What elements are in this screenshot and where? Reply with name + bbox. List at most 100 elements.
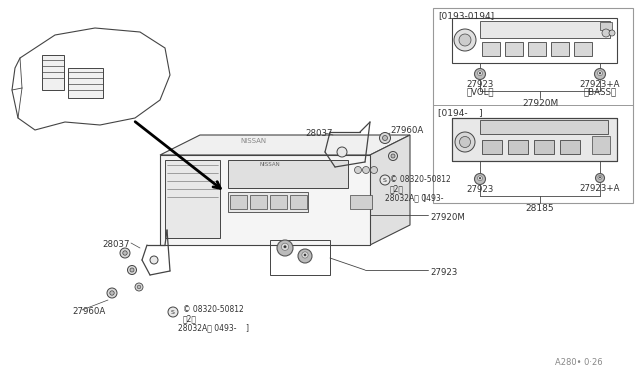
Bar	[534, 140, 554, 154]
Bar	[160, 155, 370, 245]
Circle shape	[383, 135, 387, 141]
Text: 27923+A: 27923+A	[580, 184, 620, 193]
Bar	[505, 42, 523, 56]
Circle shape	[477, 176, 483, 181]
Bar	[528, 42, 546, 56]
Bar	[350, 195, 372, 209]
Text: NISSAN: NISSAN	[240, 138, 266, 144]
Bar	[574, 42, 592, 56]
Bar	[228, 160, 348, 188]
Circle shape	[355, 167, 362, 173]
Circle shape	[371, 167, 378, 173]
Circle shape	[479, 72, 481, 74]
Circle shape	[337, 147, 347, 157]
Text: © 08320-50812: © 08320-50812	[390, 175, 451, 184]
Circle shape	[599, 177, 601, 178]
Text: A280• 0·26: A280• 0·26	[555, 358, 603, 367]
Circle shape	[150, 256, 158, 264]
Bar	[482, 42, 500, 56]
Circle shape	[380, 132, 390, 144]
Bar	[482, 140, 502, 154]
Circle shape	[282, 243, 289, 250]
Circle shape	[110, 291, 114, 295]
Text: 28185: 28185	[525, 204, 554, 213]
Text: 27960A: 27960A	[390, 126, 423, 135]
Circle shape	[602, 29, 610, 37]
Bar	[480, 21, 610, 38]
Text: 27960A: 27960A	[72, 307, 105, 316]
Circle shape	[135, 283, 143, 291]
Bar	[270, 195, 287, 209]
Circle shape	[127, 266, 136, 275]
Bar	[433, 8, 633, 203]
Text: （2）: （2）	[183, 314, 197, 323]
Text: 27923+A: 27923+A	[580, 80, 620, 89]
Circle shape	[137, 285, 141, 289]
Bar	[290, 195, 307, 209]
Text: S: S	[383, 177, 387, 183]
Circle shape	[120, 248, 130, 258]
Bar	[452, 118, 617, 161]
Circle shape	[130, 268, 134, 272]
Text: 27923: 27923	[467, 80, 493, 89]
Text: （2）: （2）	[390, 184, 404, 193]
Circle shape	[391, 154, 395, 158]
Bar	[592, 136, 610, 154]
Text: S: S	[171, 310, 175, 314]
Text: 27923: 27923	[430, 268, 458, 277]
Text: （VOL）: （VOL）	[467, 87, 493, 96]
Bar	[600, 22, 612, 30]
Circle shape	[380, 175, 390, 185]
Circle shape	[599, 72, 601, 74]
Circle shape	[595, 68, 605, 80]
Circle shape	[474, 173, 486, 185]
Bar	[230, 195, 247, 209]
Text: 28032A【 0493-: 28032A【 0493-	[385, 193, 444, 202]
Circle shape	[460, 137, 470, 148]
Circle shape	[598, 175, 602, 179]
Circle shape	[123, 251, 127, 255]
Circle shape	[168, 307, 178, 317]
Bar	[508, 140, 528, 154]
Circle shape	[459, 34, 471, 46]
Circle shape	[479, 177, 481, 179]
Text: 27920M: 27920M	[522, 99, 558, 108]
Circle shape	[362, 167, 369, 173]
Circle shape	[474, 68, 486, 80]
Bar	[68, 68, 103, 98]
Circle shape	[388, 151, 397, 160]
Bar	[42, 55, 64, 90]
Circle shape	[107, 288, 117, 298]
Text: NISSAN: NISSAN	[260, 162, 281, 167]
Polygon shape	[160, 135, 410, 155]
Circle shape	[609, 30, 615, 36]
Circle shape	[595, 173, 605, 183]
Text: © 08320-50812: © 08320-50812	[183, 305, 244, 314]
Text: 27920M: 27920M	[430, 213, 465, 222]
Text: （BASS）: （BASS）	[584, 87, 616, 96]
Circle shape	[298, 249, 312, 263]
Text: 28037: 28037	[305, 129, 333, 138]
Circle shape	[304, 254, 306, 256]
Text: [0194-    ]: [0194- ]	[438, 108, 483, 117]
Text: 27923: 27923	[467, 185, 493, 194]
Circle shape	[455, 132, 475, 152]
Bar	[452, 118, 617, 161]
Bar	[270, 240, 330, 275]
Bar	[165, 160, 220, 238]
Bar	[480, 120, 608, 134]
Text: 28037: 28037	[102, 240, 130, 249]
Circle shape	[598, 71, 602, 76]
Bar	[250, 195, 267, 209]
Circle shape	[454, 29, 476, 51]
Text: [0193-0194]: [0193-0194]	[438, 11, 494, 20]
Bar	[452, 18, 617, 63]
Polygon shape	[370, 135, 410, 245]
Circle shape	[284, 246, 286, 248]
Bar	[560, 140, 580, 154]
Circle shape	[302, 252, 308, 258]
Text: ]: ]	[422, 193, 425, 202]
Bar	[551, 42, 569, 56]
Circle shape	[477, 71, 483, 76]
Bar	[228, 192, 308, 212]
